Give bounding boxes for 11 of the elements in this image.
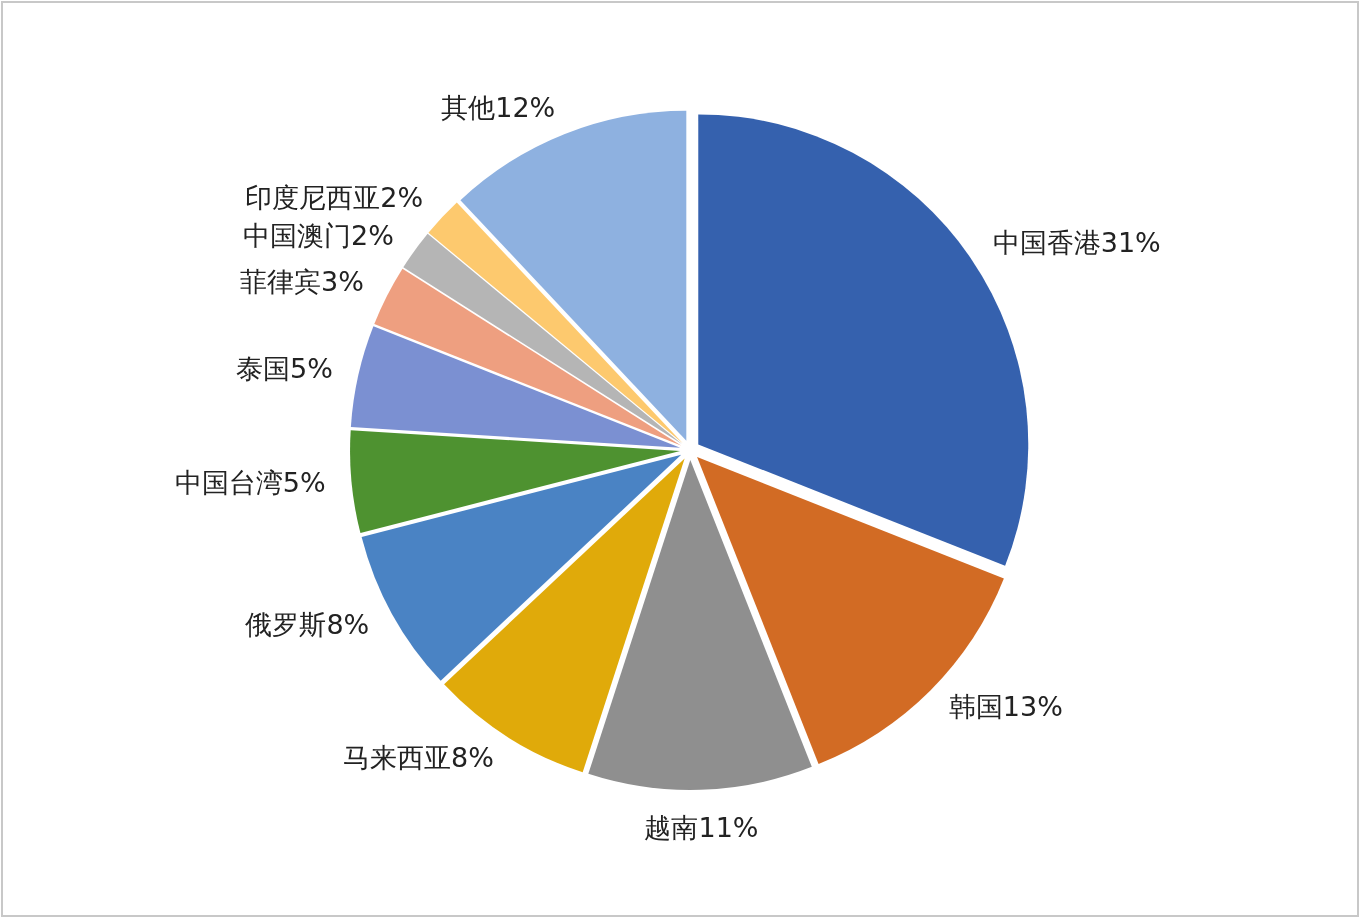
slice-label: 越南11%: [644, 812, 759, 844]
slice-label: 印度尼西亚2%: [245, 181, 424, 213]
slice-label: 中国澳门2%: [243, 219, 394, 251]
slice-label: 中国香港31%: [992, 226, 1161, 258]
slice-label: 其他12%: [441, 92, 556, 124]
slice-label: 菲律宾3%: [240, 266, 364, 298]
slice-label: 泰国5%: [235, 352, 333, 384]
slice-label: 中国台湾5%: [174, 466, 326, 498]
slice-label: 马来西亚8%: [343, 741, 494, 773]
slice-label: 韩国13%: [948, 691, 1063, 723]
slice-label: 俄罗斯8%: [245, 608, 370, 640]
